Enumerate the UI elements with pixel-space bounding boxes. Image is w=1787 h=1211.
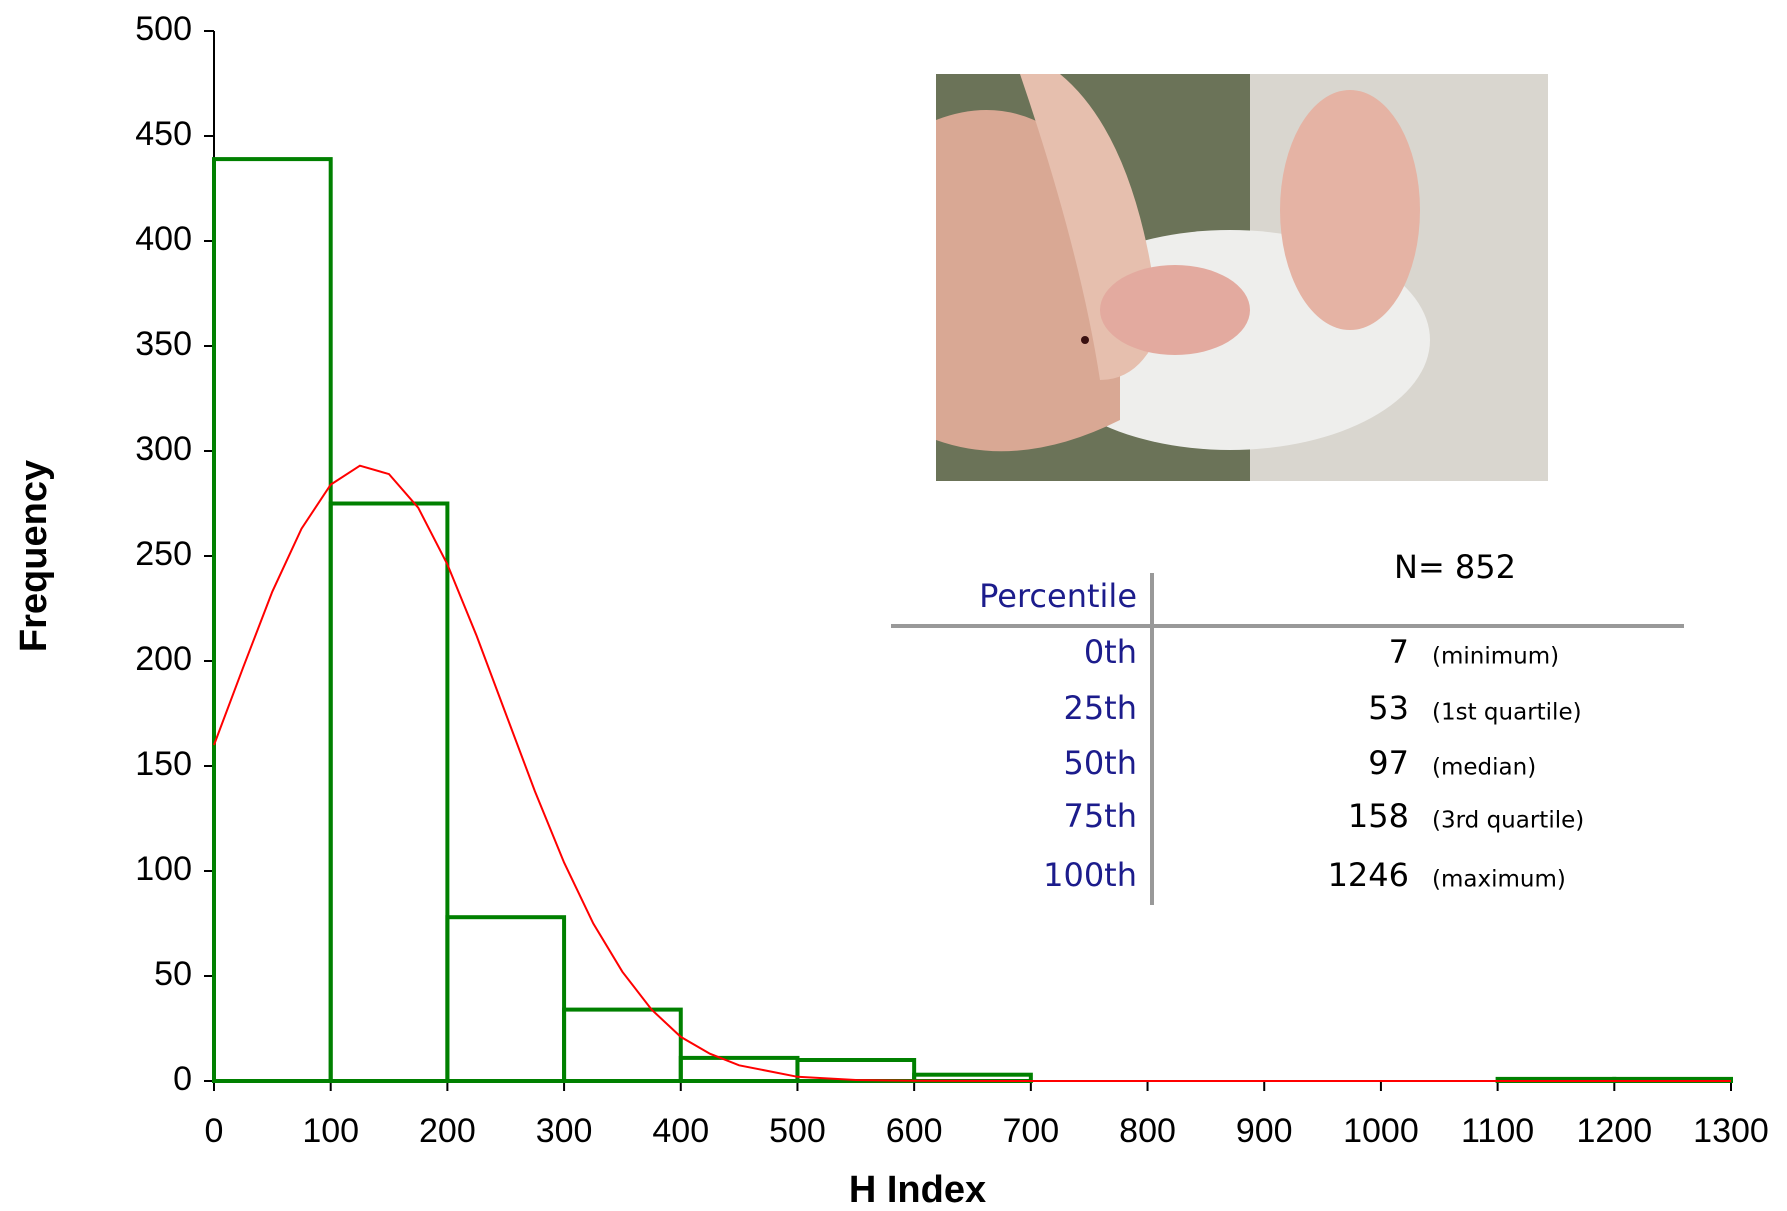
percentile-table: N= 852 Percentile 0th 7 (minimum) 25th 53 (1s… (891, 548, 1684, 905)
x-tick-label: 500 (769, 1112, 826, 1150)
y-tick-label: 350 (135, 325, 192, 363)
x-tick-label: 900 (1236, 1112, 1293, 1150)
chart: N= 852 Percentile 0th 7 (minimum) 25th 53 (1s… (0, 0, 1787, 1211)
percentile-note: (median) (1432, 755, 1536, 781)
y-tick-label: 250 (135, 535, 192, 573)
y-tick-label: 100 (135, 850, 192, 888)
y-tick-label: 300 (135, 430, 192, 468)
percentile-label: 50th (1063, 744, 1137, 782)
percentile-value: 97 (1368, 744, 1409, 782)
percentile-note: (1st quartile) (1432, 700, 1582, 726)
x-axis-title: H Index (849, 1169, 986, 1211)
y-tick-label: 450 (135, 115, 192, 153)
percentile-note: (minimum) (1432, 644, 1559, 670)
y-tick-label: 200 (135, 640, 192, 678)
y-axis-title: Frequency (13, 460, 55, 652)
histogram-bar (447, 917, 564, 1081)
y-tick-label: 50 (154, 955, 192, 993)
percentile-note: (maximum) (1432, 867, 1566, 893)
table-title: N= 852 (1394, 548, 1516, 586)
y-tick-label: 500 (135, 10, 192, 48)
x-tick-label: 800 (1119, 1112, 1176, 1150)
x-tick-label: 1200 (1576, 1112, 1652, 1150)
percentile-label: 0th (1084, 633, 1137, 671)
percentile-value: 1246 (1328, 856, 1409, 894)
percentile-label: 75th (1063, 797, 1137, 835)
percentile-note: (3rd quartile) (1432, 808, 1584, 834)
x-tick-label: 1100 (1461, 1112, 1534, 1150)
percentile-label: 25th (1063, 689, 1137, 727)
histogram-bar (681, 1058, 798, 1081)
x-tick-label: 300 (536, 1112, 593, 1150)
percentile-label: 100th (1043, 856, 1137, 894)
percentile-value: 158 (1348, 797, 1409, 835)
photo (936, 74, 1548, 481)
y-tick-label: 0 (173, 1060, 192, 1098)
x-tick-label: 100 (302, 1112, 359, 1150)
x-tick-label: 1000 (1343, 1112, 1419, 1150)
percentile-value: 53 (1368, 689, 1409, 727)
x-tick-label: 400 (652, 1112, 709, 1150)
y-tick-label: 150 (135, 745, 192, 783)
x-tick-label: 200 (419, 1112, 476, 1150)
x-tick-label: 0 (205, 1112, 224, 1150)
x-tick-label: 600 (886, 1112, 943, 1150)
table-header: Percentile (979, 577, 1137, 615)
x-tick-label: 1300 (1693, 1112, 1769, 1150)
percentile-value: 7 (1389, 633, 1409, 671)
x-tick-label: 700 (1002, 1112, 1059, 1150)
y-tick-label: 400 (135, 220, 192, 258)
histogram-bar (214, 159, 331, 1081)
histogram-bar (331, 504, 448, 1082)
